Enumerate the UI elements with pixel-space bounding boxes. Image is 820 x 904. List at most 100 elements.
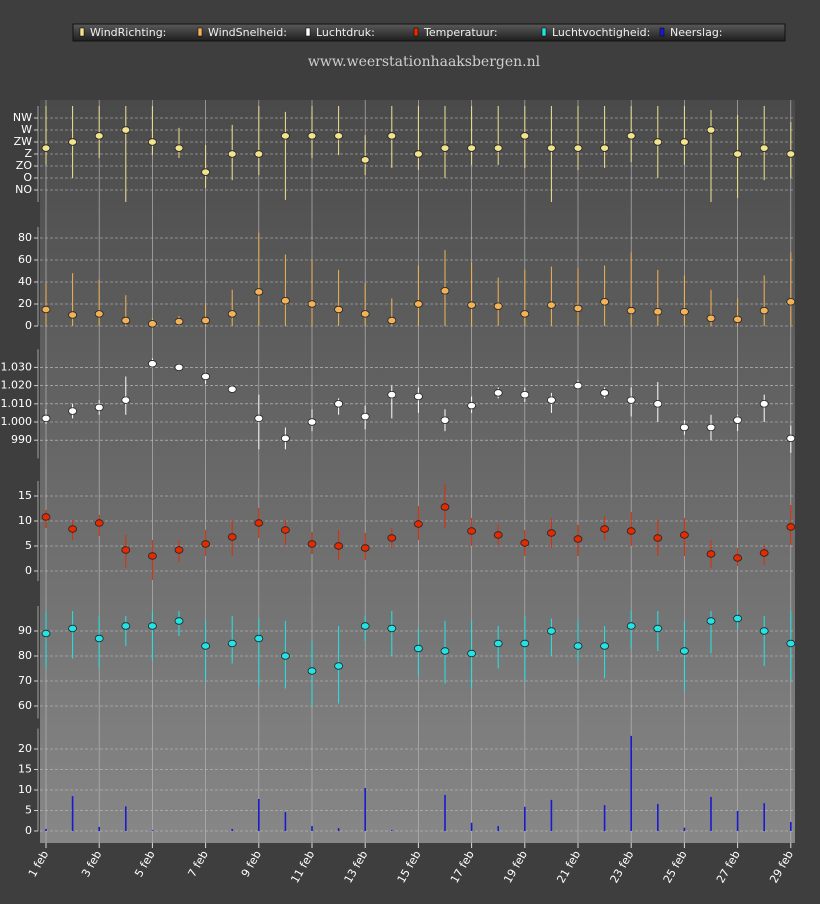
bar	[550, 799, 553, 831]
point	[786, 639, 796, 648]
point	[547, 396, 556, 404]
point	[706, 126, 716, 134]
point	[759, 400, 769, 408]
point	[520, 391, 530, 399]
y-tick-label: NW	[13, 111, 32, 124]
y-tick-label: 1.030	[1, 360, 33, 373]
legend-swatch	[541, 27, 547, 37]
point	[733, 554, 742, 562]
point	[41, 414, 51, 423]
point	[387, 132, 397, 140]
point	[440, 647, 450, 655]
bar	[391, 830, 393, 831]
bar	[364, 787, 366, 831]
point	[600, 144, 609, 152]
point	[759, 549, 769, 557]
point	[307, 132, 317, 140]
subtitle: www.weerstationhaaksbergen.nl	[308, 54, 541, 70]
bar	[657, 803, 659, 831]
point	[493, 144, 503, 152]
point	[41, 513, 51, 521]
point	[547, 144, 556, 152]
point	[94, 132, 104, 140]
point	[493, 531, 503, 539]
point	[573, 144, 583, 152]
point	[334, 542, 344, 550]
legend-label: Luchtdruk:	[316, 26, 375, 39]
point	[600, 525, 609, 533]
point	[626, 527, 636, 535]
legend-label: WindRichting:	[90, 26, 166, 39]
point	[786, 434, 796, 443]
point	[547, 529, 556, 537]
point	[653, 624, 663, 633]
point	[334, 662, 344, 670]
point	[41, 144, 51, 152]
point	[307, 418, 317, 426]
bar	[790, 821, 792, 831]
bar	[125, 806, 127, 831]
point	[121, 396, 131, 404]
point	[121, 622, 131, 630]
point	[759, 144, 769, 152]
point	[653, 308, 663, 316]
point	[360, 310, 370, 318]
point	[706, 423, 716, 432]
point	[227, 533, 237, 541]
bar	[337, 828, 340, 831]
point	[68, 311, 77, 319]
point	[94, 310, 104, 318]
y-tick-label: 1.020	[1, 379, 33, 392]
point	[493, 302, 503, 310]
point	[600, 642, 609, 650]
legend-swatch	[79, 27, 85, 37]
point	[254, 519, 264, 527]
legend	[72, 23, 786, 42]
point	[68, 525, 77, 533]
point	[307, 300, 317, 308]
bar	[497, 826, 499, 831]
point	[201, 642, 211, 650]
point	[174, 617, 184, 625]
point	[413, 520, 423, 528]
point	[413, 300, 423, 308]
y-tick-label: ZW	[14, 135, 33, 148]
y-tick-label: 80	[18, 649, 32, 662]
point	[680, 531, 689, 539]
y-tick-label: W	[21, 123, 32, 136]
legend-swatch	[413, 27, 419, 37]
point	[600, 298, 609, 306]
point	[201, 540, 211, 548]
point	[387, 624, 397, 633]
point	[680, 647, 689, 655]
point	[41, 629, 51, 638]
point	[147, 622, 157, 630]
y-tick-label: 70	[18, 674, 32, 687]
point	[254, 150, 264, 158]
y-tick-label: 10	[18, 783, 32, 796]
point	[786, 298, 796, 306]
point	[147, 138, 157, 146]
point	[147, 320, 157, 328]
point	[280, 526, 290, 534]
point	[733, 150, 742, 158]
point	[573, 381, 583, 390]
point	[280, 297, 290, 305]
plot-area	[40, 100, 795, 843]
point	[94, 403, 104, 412]
y-tick-label: 990	[11, 433, 32, 446]
point	[493, 639, 503, 648]
point	[360, 156, 370, 164]
point	[41, 305, 51, 314]
bar	[284, 812, 287, 831]
point	[493, 389, 503, 397]
point	[174, 546, 184, 554]
y-tick-label: 15	[18, 763, 32, 776]
point	[174, 144, 184, 152]
point	[121, 546, 131, 554]
y-tick-label: 60	[18, 699, 32, 712]
point	[733, 315, 742, 324]
point	[68, 138, 77, 146]
point	[706, 314, 716, 322]
